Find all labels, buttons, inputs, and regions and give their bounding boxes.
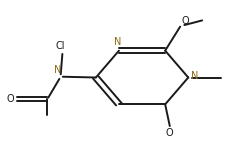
Text: N: N xyxy=(54,65,61,75)
Text: O: O xyxy=(6,94,14,104)
Text: O: O xyxy=(181,16,189,26)
Text: O: O xyxy=(166,128,174,138)
Text: N: N xyxy=(114,37,122,47)
Text: Cl: Cl xyxy=(55,41,65,51)
Text: N: N xyxy=(191,71,198,81)
